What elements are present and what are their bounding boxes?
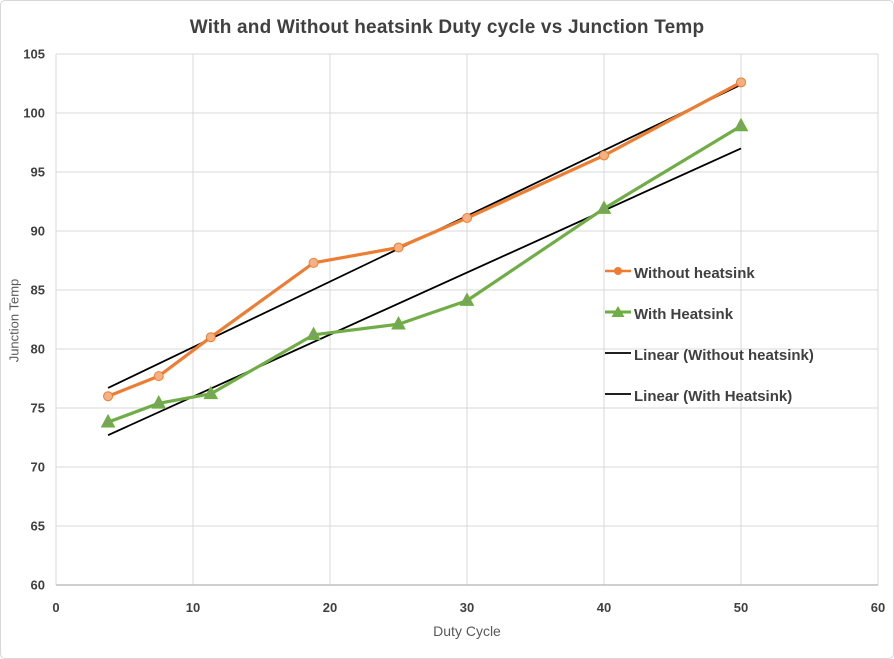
- y-tick-label: 85: [31, 283, 45, 298]
- y-tick-label: 70: [31, 460, 45, 475]
- data-point-marker: [599, 150, 609, 161]
- x-axis-title: Duty Cycle: [433, 623, 501, 639]
- y-tick-label: 95: [31, 165, 45, 180]
- legend-line-swatch: [604, 345, 632, 366]
- data-point-marker: [462, 213, 472, 224]
- data-point-marker: [393, 242, 404, 253]
- x-tick-label: 30: [460, 600, 474, 615]
- legend: Without heatsink With Heatsink Linear (Wit…: [604, 253, 814, 417]
- legend-item-linear-without-heatsink-: Linear (Without heatsink): [604, 335, 814, 376]
- marker-center-dot: [396, 323, 401, 327]
- marker-center-dot: [465, 299, 469, 303]
- marker-center-dot: [106, 420, 110, 425]
- marker-center-dot: [157, 402, 161, 406]
- x-tick-label: 40: [597, 600, 611, 615]
- data-point-marker: [103, 391, 114, 402]
- y-tick-label: 105: [23, 47, 45, 62]
- y-tick-label: 60: [31, 578, 45, 593]
- legend-item-with-heatsink: With Heatsink: [604, 294, 814, 335]
- legend-line-swatch: [604, 386, 632, 407]
- series-line-without-heatsink: [106, 80, 743, 398]
- marker-center-dot: [602, 207, 606, 211]
- y-tick-label: 65: [31, 519, 45, 534]
- legend-label: With Heatsink: [634, 306, 734, 323]
- legend-label: Without heatsink: [634, 265, 755, 282]
- legend-item-without-heatsink: Without heatsink: [604, 253, 814, 294]
- marker-center-dot: [209, 392, 213, 397]
- y-tick-label: 100: [23, 106, 45, 121]
- x-tick-label: 60: [871, 600, 885, 615]
- legend-line-triangle-swatch: [604, 304, 632, 325]
- legend-label: Linear (With Heatsink): [634, 388, 793, 405]
- data-point-marker: [205, 332, 216, 343]
- series-line-with-heatsink: [106, 124, 743, 424]
- y-tick-label: 75: [31, 401, 45, 416]
- marker-center-dot: [739, 124, 743, 129]
- data-point-marker: [736, 77, 746, 88]
- legend-label: Linear (Without heatsink): [634, 347, 814, 364]
- x-tick-label: 20: [323, 600, 337, 615]
- y-axis-title: Junction Temp: [6, 278, 22, 363]
- x-tick-label: 50: [734, 600, 748, 615]
- y-tick-label: 80: [31, 342, 45, 357]
- legend-line-circle-swatch: [604, 263, 632, 284]
- x-tick-label: 0: [52, 600, 59, 615]
- marker-center-dot: [311, 333, 316, 338]
- data-point-marker: [733, 117, 749, 132]
- data-point-marker: [153, 371, 164, 382]
- chart-title: With and Without heatsink Duty cycle vs …: [189, 17, 705, 38]
- data-point-marker: [100, 413, 116, 428]
- trendline-linear-with-heatsink-: [107, 147, 742, 436]
- y-tick-label: 90: [31, 224, 45, 239]
- x-tick-label: 10: [186, 600, 200, 615]
- legend-item-linear-with-heatsink-: Linear (With Heatsink): [604, 376, 814, 417]
- data-point-marker: [151, 395, 167, 409]
- data-point-marker: [391, 315, 406, 330]
- data-point-marker: [308, 257, 319, 268]
